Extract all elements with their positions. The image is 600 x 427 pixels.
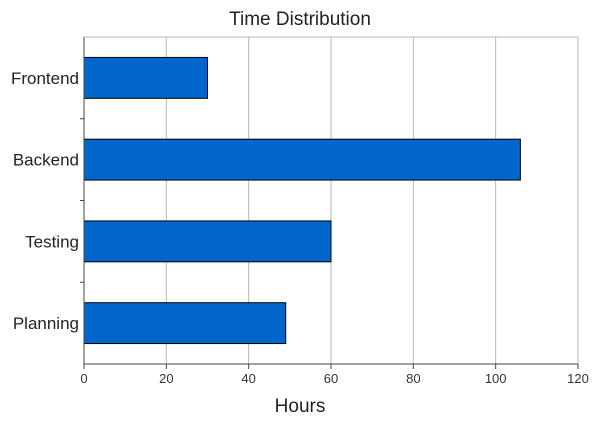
x-tick-label-100: 100: [485, 371, 507, 386]
x-tick-label-40: 40: [241, 371, 255, 386]
x-tick-label-0: 0: [80, 371, 87, 386]
y-tick-label-testing: Testing: [25, 232, 79, 251]
x-tick-label-120: 120: [567, 371, 589, 386]
x-axis-label: Hours: [275, 396, 326, 417]
x-tick-label-60: 60: [324, 371, 338, 386]
bars: [83, 56, 521, 345]
x-tick-label-20: 20: [159, 371, 173, 386]
axes: [80, 37, 579, 369]
tick-labels: 0 20 40 60 80 100 120 Frontend Backend Testing Pla…: [11, 69, 589, 386]
bar-backend: [83, 138, 521, 181]
bar-frontend: [83, 56, 208, 99]
x-tick-label-80: 80: [406, 371, 420, 386]
chart-title: Time Distribution: [229, 9, 371, 30]
y-tick-label-planning: Planning: [13, 314, 79, 333]
y-tick-label-backend: Backend: [13, 151, 79, 170]
bar-testing: [83, 220, 332, 263]
y-tick-label-frontend: Frontend: [11, 69, 79, 88]
bar-planning: [83, 302, 287, 345]
